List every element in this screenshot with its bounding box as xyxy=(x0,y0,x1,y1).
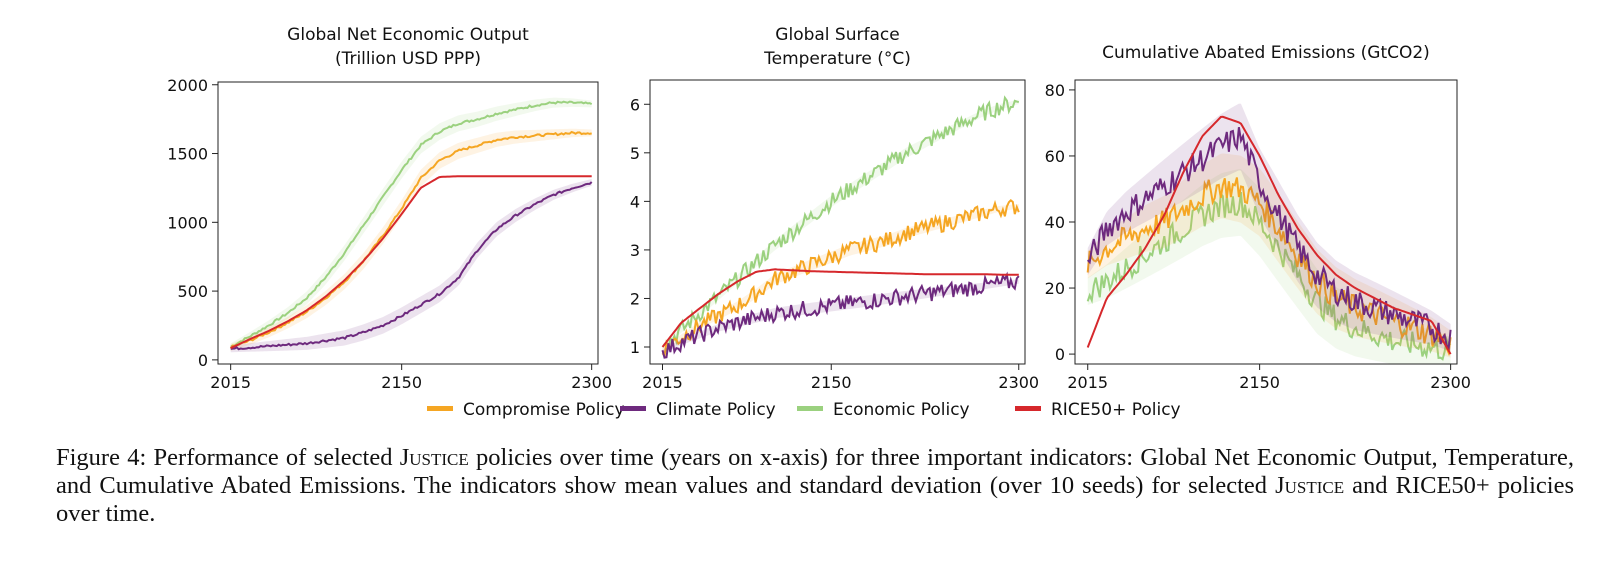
series-line xyxy=(230,100,593,348)
caption-label: Figure 4: xyxy=(56,444,147,471)
y-tick-label: 20 xyxy=(1045,279,1065,298)
x-tick-label: 2300 xyxy=(998,373,1039,392)
caption-justice-2: Justice xyxy=(1275,472,1345,499)
legend-swatch xyxy=(1015,406,1041,411)
y-tick-label: 60 xyxy=(1045,147,1065,166)
y-tick-label: 80 xyxy=(1045,81,1065,100)
std-band xyxy=(230,128,592,351)
figure-panels: Compromise Policy Climate Policy Economic … xyxy=(167,25,1471,420)
y-tick-label: 500 xyxy=(177,282,208,301)
std-band xyxy=(230,179,592,353)
caption-text-2: policies over time (years on x-axis) for… xyxy=(56,444,1575,499)
x-tick-label: 2300 xyxy=(1430,373,1471,392)
y-tick-label: 1500 xyxy=(167,145,208,164)
y-tick-label: 1000 xyxy=(167,213,208,232)
chart-title-line: (Trillion USD PPP) xyxy=(335,49,481,69)
x-tick-label: 2015 xyxy=(642,373,683,392)
series-line xyxy=(1086,115,1452,355)
x-tick-label: 2015 xyxy=(210,373,251,392)
series-line xyxy=(662,95,1020,354)
y-tick-label: 2 xyxy=(630,289,640,308)
series-line xyxy=(230,181,593,351)
chart-panel-1: Global Net Economic Output (Trillion USD … xyxy=(167,25,612,392)
axes-frame xyxy=(217,81,599,365)
legend-label: Economic Policy xyxy=(833,400,970,420)
y-tick-label: 1 xyxy=(630,338,640,357)
legend-label: Climate Policy xyxy=(656,400,776,420)
legend-swatch xyxy=(427,406,453,411)
legend-item: RICE50+ Policy xyxy=(1015,400,1181,420)
chart-title-line: Global Net Economic Output xyxy=(287,25,529,45)
y-tick-label: 3 xyxy=(630,241,640,260)
legend-item: Climate Policy xyxy=(620,400,776,420)
legend-swatch xyxy=(620,406,646,411)
x-tick-label: 2150 xyxy=(1239,373,1280,392)
chart-panel-3: Cumulative Abated Emissions (GtCO2) 2015 2… xyxy=(1045,43,1471,392)
caption-text-1: Performance of selected xyxy=(153,444,400,471)
series-line xyxy=(661,198,1020,359)
series-line xyxy=(230,175,592,350)
std-band xyxy=(662,99,1019,350)
series-line xyxy=(1086,191,1452,361)
y-tick-label: 0 xyxy=(1055,345,1065,364)
figure-caption: Figure 4: Performance of selected Justic… xyxy=(56,444,1574,528)
y-tick-label: 2000 xyxy=(167,76,208,95)
std-band xyxy=(1087,103,1451,352)
series-line xyxy=(661,271,1020,359)
y-tick-label: 40 xyxy=(1045,213,1065,232)
std-band xyxy=(1087,153,1451,358)
series-line xyxy=(661,268,1019,348)
x-tick-label: 2015 xyxy=(1067,373,1108,392)
x-tick-label: 2150 xyxy=(811,373,852,392)
legend-item: Economic Policy xyxy=(797,400,970,420)
chart-title-line: Temperature (°C) xyxy=(763,49,911,69)
y-tick-label: 4 xyxy=(630,192,640,211)
axes-frame xyxy=(649,79,1026,365)
plot-area xyxy=(1086,103,1452,364)
legend-label: RICE50+ Policy xyxy=(1051,400,1181,420)
y-tick-label: 6 xyxy=(630,95,640,114)
x-tick-label: 2300 xyxy=(571,373,612,392)
chart-title-line: Cumulative Abated Emissions (GtCO2) xyxy=(1102,43,1430,63)
legend-label: Compromise Policy xyxy=(463,400,625,420)
x-tick-label: 2150 xyxy=(381,373,422,392)
series-line xyxy=(1086,127,1452,353)
legend-item: Compromise Policy xyxy=(427,400,625,420)
caption-text-3: and RICE50+ policies over time. xyxy=(56,472,1574,527)
chart-title-line: Global Surface xyxy=(775,25,899,45)
std-band xyxy=(230,97,592,351)
y-tick-label: 0 xyxy=(198,351,208,370)
legend-swatch xyxy=(797,406,823,411)
chart-legend: Compromise Policy Climate Policy Economic … xyxy=(427,400,1181,420)
y-tick-label: 5 xyxy=(630,144,640,163)
plot-area xyxy=(229,97,593,353)
plot-area xyxy=(661,95,1020,359)
caption-justice: Justice xyxy=(399,444,469,471)
